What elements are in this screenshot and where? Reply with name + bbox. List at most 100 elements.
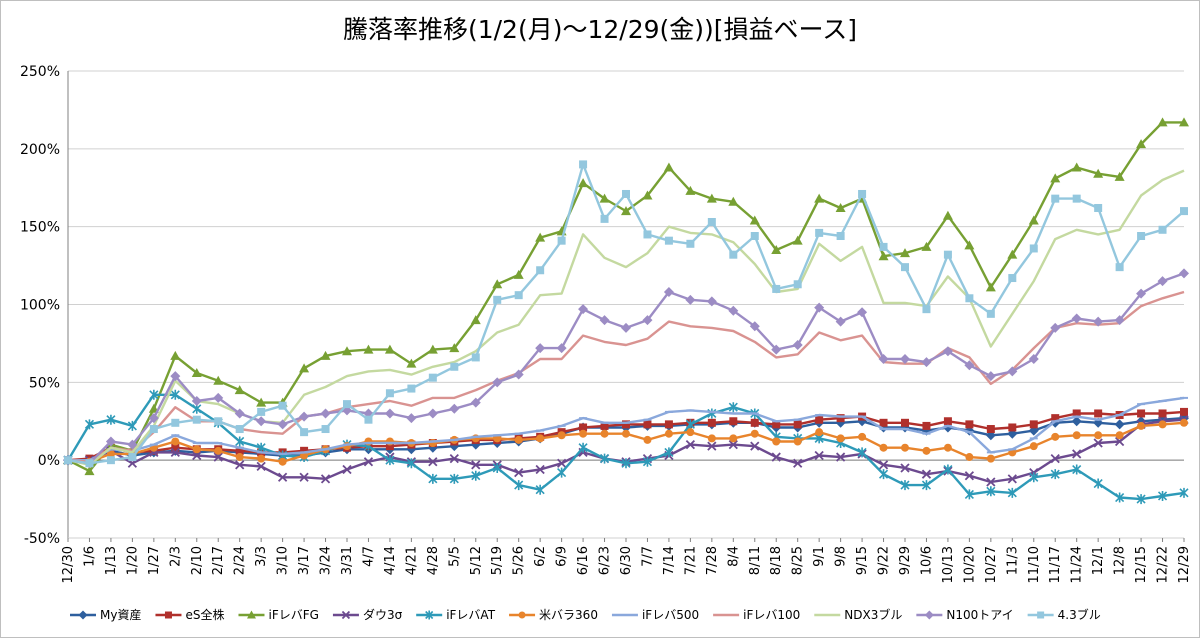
data-point bbox=[1114, 419, 1125, 430]
x-tick-label: 6/16 bbox=[576, 546, 591, 575]
data-point bbox=[642, 190, 653, 200]
data-point bbox=[450, 362, 459, 371]
data-point bbox=[621, 458, 631, 469]
data-point bbox=[278, 457, 287, 466]
grid-lines bbox=[67, 70, 1184, 539]
data-point bbox=[643, 435, 652, 444]
data-point bbox=[1114, 315, 1125, 326]
data-point bbox=[536, 266, 545, 275]
data-point bbox=[257, 407, 266, 416]
data-point bbox=[642, 315, 653, 326]
data-point bbox=[407, 384, 416, 393]
data-point bbox=[964, 471, 975, 481]
y-tick-label: 0% bbox=[38, 453, 60, 469]
data-point bbox=[427, 408, 438, 419]
data-point bbox=[128, 453, 137, 462]
data-point bbox=[385, 389, 394, 398]
x-tick-label: 3/10 bbox=[276, 546, 291, 575]
data-point bbox=[836, 232, 845, 241]
chart-title: 騰落率推移(1/2(月)～12/29(金))[損益ベース] bbox=[342, 15, 858, 44]
data-point bbox=[1179, 487, 1189, 498]
data-point bbox=[513, 369, 524, 380]
x-tick-label: 1/27 bbox=[147, 546, 162, 575]
data-point bbox=[1029, 420, 1038, 429]
series-line bbox=[67, 290, 1185, 463]
x-tick-label: 1/6 bbox=[82, 546, 97, 567]
x-tick-label: 12/30 bbox=[61, 546, 76, 583]
data-point bbox=[772, 284, 781, 293]
data-point bbox=[815, 428, 824, 437]
data-point bbox=[428, 373, 437, 382]
data-point bbox=[664, 420, 673, 429]
data-point bbox=[664, 429, 673, 438]
data-point bbox=[1071, 416, 1082, 427]
x-tick-label: 5/19 bbox=[490, 546, 505, 575]
data-point bbox=[1114, 171, 1125, 181]
data-point bbox=[921, 241, 932, 251]
data-point bbox=[364, 415, 373, 424]
data-point bbox=[836, 414, 845, 423]
legend-label: NDX3ブル bbox=[844, 607, 902, 622]
data-point bbox=[942, 210, 953, 220]
data-point bbox=[685, 439, 696, 450]
y-tick-label: 50% bbox=[29, 375, 60, 391]
data-point bbox=[449, 343, 460, 353]
data-point bbox=[1093, 438, 1103, 448]
data-point bbox=[1072, 449, 1082, 459]
data-point bbox=[878, 460, 889, 470]
data-point bbox=[964, 240, 975, 250]
data-point bbox=[729, 434, 738, 443]
series-line bbox=[67, 121, 1184, 473]
data-point bbox=[1093, 478, 1103, 489]
data-point bbox=[1114, 436, 1125, 447]
data-point bbox=[536, 434, 545, 443]
legend-item-3: iFレバFG bbox=[238, 608, 319, 622]
x-axis: 12/30 1/6 1/13 1/20 1/27 2/3 2/10 2/17 2/24 3/3 3/… bbox=[61, 538, 1192, 583]
data-point bbox=[772, 437, 781, 446]
data-point bbox=[556, 458, 567, 468]
x-tick-label: 11/24 bbox=[1070, 546, 1085, 583]
legend-item-10: N100トアイ bbox=[916, 608, 1014, 622]
data-point bbox=[793, 458, 803, 468]
data-point bbox=[879, 418, 888, 427]
data-point bbox=[1158, 420, 1167, 429]
data-point bbox=[535, 464, 545, 475]
legend-marker bbox=[164, 611, 172, 619]
data-point bbox=[556, 343, 567, 354]
data-point bbox=[406, 458, 416, 469]
data-point bbox=[706, 193, 717, 203]
data-point bbox=[1007, 487, 1017, 498]
data-point bbox=[815, 228, 824, 237]
data-point bbox=[900, 463, 910, 473]
data-point bbox=[343, 400, 351, 409]
x-tick-label: 5/5 bbox=[447, 546, 462, 567]
data-point bbox=[599, 193, 610, 203]
legend-item-11: 4.3ブル bbox=[1027, 607, 1101, 622]
legend-item-5: iFレバAT bbox=[416, 608, 496, 622]
data-point bbox=[170, 350, 181, 360]
data-point bbox=[1136, 494, 1146, 505]
data-point bbox=[986, 309, 995, 318]
data-point bbox=[385, 455, 395, 466]
data-point bbox=[106, 449, 115, 458]
data-point bbox=[235, 460, 245, 470]
data-point bbox=[965, 453, 974, 462]
x-tick-label: 2/24 bbox=[233, 546, 248, 575]
data-point bbox=[900, 248, 910, 258]
data-point bbox=[579, 429, 588, 438]
x-tick-label: 10/27 bbox=[984, 546, 999, 583]
data-point bbox=[685, 185, 696, 195]
data-point bbox=[986, 454, 995, 463]
data-point bbox=[879, 242, 888, 251]
data-point bbox=[1050, 453, 1060, 464]
data-point bbox=[964, 360, 975, 371]
data-point bbox=[299, 411, 310, 422]
data-point bbox=[170, 389, 180, 400]
x-tick-label: 3/24 bbox=[319, 546, 334, 575]
data-point bbox=[278, 401, 287, 410]
data-point bbox=[835, 202, 846, 212]
data-point bbox=[942, 346, 953, 357]
data-point bbox=[729, 250, 738, 259]
data-point bbox=[707, 217, 716, 226]
data-point bbox=[1050, 173, 1061, 183]
